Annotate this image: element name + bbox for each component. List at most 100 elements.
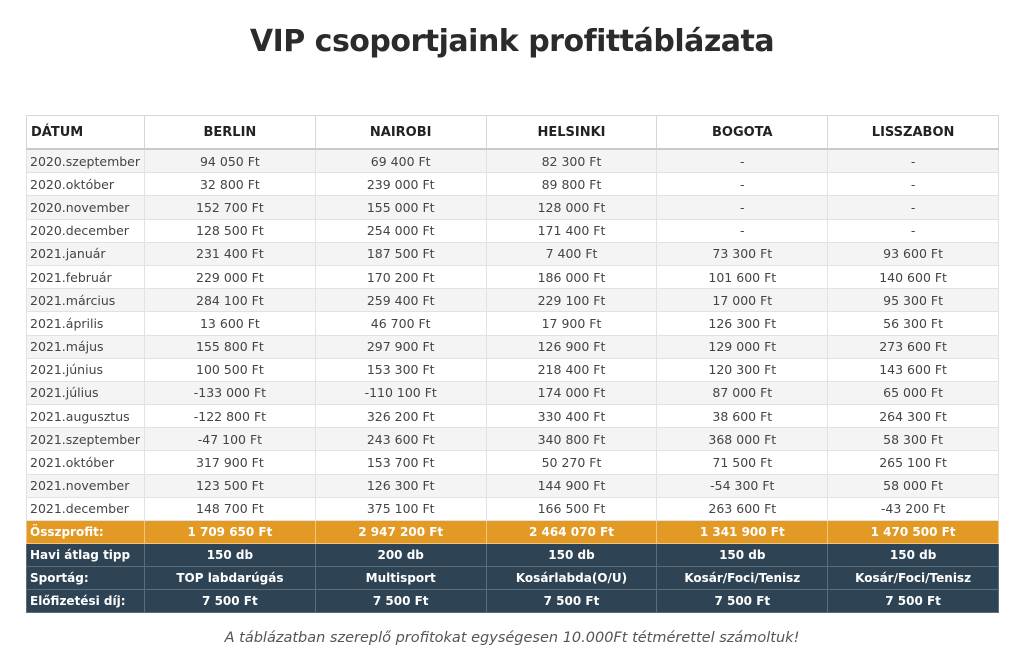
footnote: A táblázatban szereplő profitokat egység…: [224, 630, 800, 646]
total-row: Összprofit: 1 709 650 Ft 2 947 200 Ft 2 …: [26, 520, 999, 544]
profit-cell: -: [656, 172, 829, 197]
profit-cell: 259 400 Ft: [314, 288, 487, 313]
table-row: 2020.szeptember 94 050 Ft 69 400 Ft 82 300 …: [26, 148, 999, 174]
table-row: 2021.május 155 800 Ft 297 900 Ft 126 900 Ft…: [26, 334, 999, 359]
summary-cell: 7 500 Ft: [827, 589, 999, 613]
profit-cell: 144 900 Ft: [485, 473, 658, 498]
summary-cell: Kosár/Foci/Tenisz: [656, 566, 829, 590]
profit-cell: 32 800 Ft: [144, 172, 316, 197]
month-cell: 2021.február: [26, 264, 145, 290]
header-helsinki: HELSINKI: [485, 115, 658, 150]
profit-cell: -: [827, 218, 999, 243]
profit-cell: 140 600 Ft: [827, 264, 999, 290]
profit-cell: 265 100 Ft: [827, 450, 999, 475]
total-cell: 1 709 650 Ft: [144, 520, 316, 544]
profit-cell: 100 500 Ft: [144, 357, 316, 382]
page-title: VIP csoportjaink profittáblázata: [249, 24, 775, 59]
summary-label: Sportág:: [26, 566, 145, 590]
month-cell: 2020.szeptember: [26, 148, 145, 174]
profit-cell: -54 300 Ft: [656, 473, 829, 498]
profit-cell: 155 800 Ft: [144, 334, 316, 359]
profit-cell: 297 900 Ft: [314, 334, 487, 359]
summary-cell: 7 500 Ft: [314, 589, 487, 613]
profit-cell: 58 000 Ft: [827, 473, 999, 498]
month-cell: 2021.augusztus: [26, 404, 145, 429]
profit-cell: 89 800 Ft: [485, 172, 658, 197]
profit-cell: 17 000 Ft: [656, 288, 829, 313]
profit-cell: 171 400 Ft: [485, 218, 658, 243]
avg-tips-row: Havi átlag tipp 150 db 200 db 150 db 150…: [26, 543, 999, 567]
header-bogota: BOGOTA: [656, 115, 829, 150]
month-cell: 2021.április: [26, 311, 145, 336]
table-row: 2020.december 128 500 Ft 254 000 Ft 171 400…: [26, 218, 999, 243]
summary-label: Előfizetési díj:: [26, 589, 145, 613]
table-row: 2021.december 148 700 Ft 375 100 Ft 166 500…: [26, 496, 999, 522]
profit-cell: 101 600 Ft: [656, 264, 829, 290]
table-row: 2021.január 231 400 Ft 187 500 Ft 7 400 Ft 7…: [26, 241, 999, 266]
profit-cell: 126 300 Ft: [656, 311, 829, 336]
summary-cell: Multisport: [314, 566, 487, 590]
profit-cell: -110 100 Ft: [314, 380, 487, 406]
table-row: 2021.szeptember -47 100 Ft 243 600 Ft 340 8…: [26, 427, 999, 452]
total-cell: 1 341 900 Ft: [656, 520, 829, 544]
summary-cell: 7 500 Ft: [656, 589, 829, 613]
profit-cell: 170 200 Ft: [314, 264, 487, 290]
summary-cell: Kosár/Foci/Tenisz: [827, 566, 999, 590]
profit-cell: 284 100 Ft: [144, 288, 316, 313]
profit-cell: 340 800 Ft: [485, 427, 658, 452]
profit-cell: 187 500 Ft: [314, 241, 487, 266]
profit-cell: 128 500 Ft: [144, 218, 316, 243]
header-berlin: BERLIN: [144, 115, 316, 150]
profit-cell: 82 300 Ft: [485, 148, 658, 174]
profit-cell: -133 000 Ft: [144, 380, 316, 406]
profit-cell: 73 300 Ft: [656, 241, 829, 266]
profit-cell: 254 000 Ft: [314, 218, 487, 243]
summary-label: Havi átlag tipp: [26, 543, 145, 567]
summary-cell: 150 db: [144, 543, 316, 567]
profit-cell: -: [827, 148, 999, 174]
table-row: 2020.november 152 700 Ft 155 000 Ft 128 000…: [26, 195, 999, 220]
profit-cell: 126 300 Ft: [314, 473, 487, 498]
month-cell: 2021.május: [26, 334, 145, 359]
month-cell: 2020.október: [26, 172, 145, 197]
profit-cell: 218 400 Ft: [485, 357, 658, 382]
profit-cell: 152 700 Ft: [144, 195, 316, 220]
profit-cell: 71 500 Ft: [656, 450, 829, 475]
profit-cell: 17 900 Ft: [485, 311, 658, 336]
profit-cell: 166 500 Ft: [485, 496, 658, 522]
profit-cell: -: [656, 195, 829, 220]
profit-cell: 243 600 Ft: [314, 427, 487, 452]
profit-cell: 87 000 Ft: [656, 380, 829, 406]
table-row: 2021.október 317 900 Ft 153 700 Ft 50 270 F…: [26, 450, 999, 475]
profit-cell: 56 300 Ft: [827, 311, 999, 336]
month-cell: 2021.december: [26, 496, 145, 522]
profit-cell: 239 000 Ft: [314, 172, 487, 197]
sport-row: Sportág: TOP labdarúgás Multisport Kosár…: [26, 566, 999, 590]
total-cell: 2 947 200 Ft: [314, 520, 487, 544]
profit-cell: 326 200 Ft: [314, 404, 487, 429]
profit-cell: 186 000 Ft: [485, 264, 658, 290]
table-row: 2020.október 32 800 Ft 239 000 Ft 89 800 Ft…: [26, 172, 999, 197]
profit-cell: 120 300 Ft: [656, 357, 829, 382]
profit-cell: 317 900 Ft: [144, 450, 316, 475]
profit-cell: 174 000 Ft: [485, 380, 658, 406]
total-cell: 1 470 500 Ft: [827, 520, 999, 544]
table-row: 2021.február 229 000 Ft 170 200 Ft 186 000 …: [26, 264, 999, 290]
profit-cell: 368 000 Ft: [656, 427, 829, 452]
table-row: 2021.június 100 500 Ft 153 300 Ft 218 400 F…: [26, 357, 999, 382]
profit-cell: 229 100 Ft: [485, 288, 658, 313]
profit-cell: 123 500 Ft: [144, 473, 316, 498]
profit-cell: 273 600 Ft: [827, 334, 999, 359]
summary-cell: 200 db: [314, 543, 487, 567]
summary-cell: 7 500 Ft: [144, 589, 316, 613]
month-cell: 2021.július: [26, 380, 145, 406]
profit-cell: 50 270 Ft: [485, 450, 658, 475]
month-cell: 2021.október: [26, 450, 145, 475]
profit-cell: 65 000 Ft: [827, 380, 999, 406]
profit-cell: 231 400 Ft: [144, 241, 316, 266]
profit-cell: -: [656, 218, 829, 243]
summary-cell: 7 500 Ft: [485, 589, 658, 613]
table-row: 2021.augusztus -122 800 Ft 326 200 Ft 330 4…: [26, 404, 999, 429]
profit-cell: 69 400 Ft: [314, 148, 487, 174]
profit-cell: 46 700 Ft: [314, 311, 487, 336]
